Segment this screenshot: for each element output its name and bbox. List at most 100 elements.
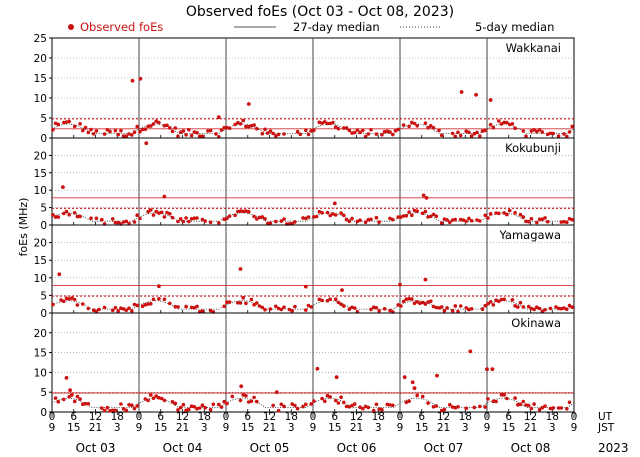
observed-point [391,132,395,137]
observed-point [176,219,180,224]
jst-tick-label: 9 [310,422,317,434]
observed-point [540,309,545,314]
observed-point [480,307,485,312]
observed-point [116,132,120,137]
observed-point [369,128,373,132]
observed-point [521,399,526,404]
observed-point [499,393,504,397]
observed-point [70,393,74,397]
observed-point [146,124,150,129]
observed-point [51,127,55,132]
observed-point [165,123,169,128]
observed-point [200,309,205,314]
jst-tick-label: 21 [437,422,450,434]
observed-point [124,308,129,313]
observed-point [51,213,55,217]
observed-point [271,131,275,136]
observed-point [420,211,425,216]
observed-point [143,127,148,131]
observed-point [532,307,536,312]
observed-point [233,213,237,218]
observed-point [344,126,349,130]
observed-point [445,306,449,310]
observed-point [347,219,352,224]
observed-point [499,297,504,302]
observed-point [83,401,88,406]
observed-point [483,405,488,409]
observed-point [67,395,71,399]
observed-point [149,208,153,212]
observed-point [230,394,235,399]
observed-point [83,125,88,130]
observed-point [363,134,368,139]
observed-point [491,303,496,307]
observed-point [64,376,69,380]
observed-point [244,124,248,129]
observed-point [216,115,221,120]
observed-point [274,219,278,224]
observed-point [426,125,430,130]
observed-point [328,213,333,218]
ut-tick-label: 12 [524,411,537,423]
observed-point [61,185,65,190]
observed-point [67,212,71,217]
observed-point [488,212,493,216]
jst-axis-label: JST [597,422,615,434]
observed-point [535,129,539,134]
y-tick-label: 0 [40,220,47,232]
observed-point [113,305,118,310]
observed-point [75,394,80,399]
observed-point [143,303,148,307]
observed-point [488,98,493,102]
observed-point [551,406,555,410]
observed-point [249,297,254,302]
observed-point [513,396,517,400]
observed-point [350,131,354,135]
observed-point [485,367,489,372]
observed-point [431,304,436,309]
observed-point [507,122,512,127]
observed-point [548,306,553,311]
jst-tick-label: 3 [375,422,382,434]
x-axis: 0961512211830961512211830961512211830961… [49,411,629,455]
observed-point [456,405,460,409]
observed-point [325,393,330,398]
observed-point [404,297,409,302]
observed-point [363,220,368,224]
ut-tick-label: 12 [176,411,189,423]
observed-point [529,306,534,311]
observed-point [119,402,123,406]
observed-point [208,128,213,133]
observed-point [86,130,91,135]
observed-point [320,211,324,215]
observed-point [290,402,295,406]
observed-point [396,215,401,219]
observed-point [434,404,439,408]
observed-point [382,307,387,311]
observed-point [116,220,120,225]
observed-point [157,284,161,289]
observed-point [56,215,61,219]
observed-point [184,408,188,413]
observed-point [551,131,555,136]
observed-point [282,132,286,136]
observed-point [189,404,194,409]
observed-point [219,128,224,132]
observed-point [374,402,379,407]
observed-point [570,217,574,222]
observed-point [407,210,411,214]
legend-observed-marker [68,24,74,30]
observed-point [570,124,574,129]
observed-point [472,405,477,410]
y-tick-label: 15 [34,168,47,180]
observed-point [442,407,447,412]
observed-point [486,397,490,401]
observed-point [532,128,536,132]
observed-point [135,213,139,217]
observed-point [448,402,452,407]
observed-point [521,129,526,133]
y-tick-label: 10 [34,273,47,285]
observed-point [227,214,232,218]
observed-point [178,405,183,410]
observed-point [195,406,199,411]
